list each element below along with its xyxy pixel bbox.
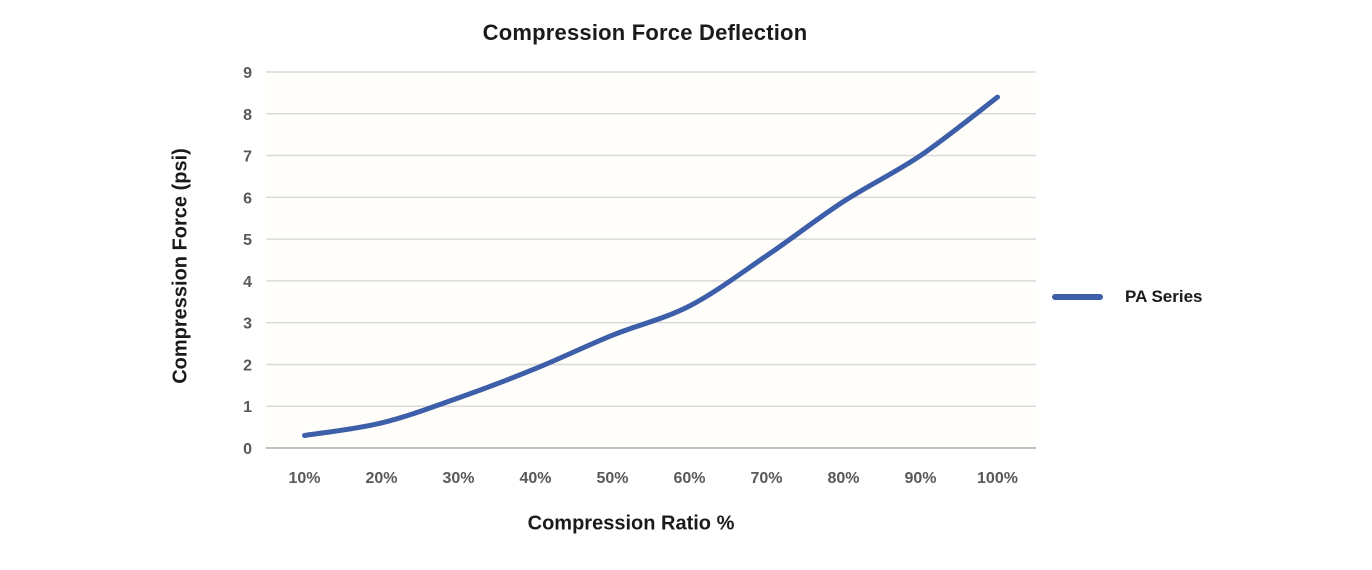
y-tick-label: 9 [243,65,252,82]
y-tick-label: 8 [243,107,252,124]
y-tick-label: 6 [243,190,252,207]
x-tick-label: 70% [750,470,782,487]
pa-series-line-swatch [1052,294,1103,300]
y-tick-label: 7 [243,149,252,166]
x-axis-title: Compression Ratio % [527,512,735,535]
plot-background [266,72,1036,448]
x-tick-label: 30% [442,470,474,487]
y-tick-label: 0 [243,441,252,458]
x-tick-label: 10% [288,470,320,487]
y-tick-label: 1 [243,399,252,416]
legend-label: PA Series [1125,287,1203,306]
x-tick-label: 50% [596,470,628,487]
y-tick-label: 4 [243,274,252,291]
y-tick-label: 3 [243,316,252,333]
legend: PA Series [1052,287,1203,307]
x-tick-label: 60% [673,470,705,487]
x-tick-label: 100% [977,470,1018,487]
y-tick-label: 5 [243,232,252,249]
x-tick-label: 90% [904,470,936,487]
y-tick-label: 2 [243,357,252,374]
chart-title: Compression Force Deflection [482,20,808,45]
x-tick-label: 80% [827,470,859,487]
x-tick-label: 40% [519,470,551,487]
pa-series-curve [302,94,1000,438]
x-tick-label: 20% [365,470,397,487]
